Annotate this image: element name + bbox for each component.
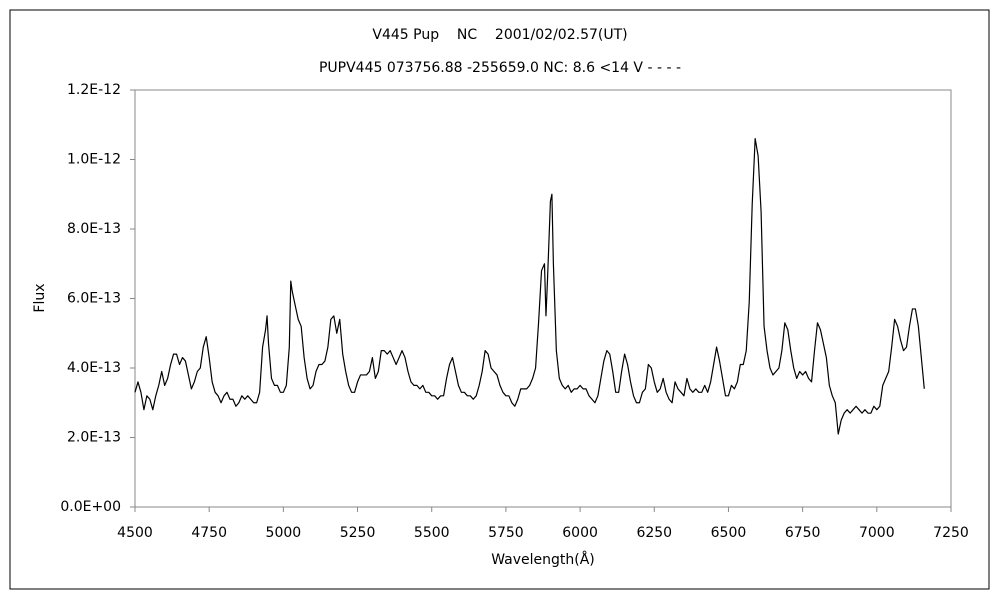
y-tick-label: 4.0E-13 [67,360,121,376]
y-axis-label: Flux [32,283,48,312]
chart-title: V445 Pup NC 2001/02/02.57(UT) [372,27,627,43]
y-tick-label: 6.0E-13 [67,291,121,307]
chart-subtitle: PUPV445 073756.88 -255659.0 NC: 8.6 <14 … [319,60,681,76]
x-tick-label: 6000 [562,525,598,541]
x-axis-label: Wavelength(Å) [491,551,595,568]
y-tick-label: 1.0E-12 [67,152,121,168]
x-tick-label: 6500 [711,525,747,541]
x-tick-label: 7000 [859,525,895,541]
x-tick-label: 5500 [414,525,450,541]
x-tick-label: 7250 [933,525,969,541]
x-tick-label: 6250 [636,525,672,541]
x-tick-label: 4750 [191,525,227,541]
y-tick-label: 0.0E+00 [60,499,121,515]
y-tick-label: 2.0E-13 [67,430,121,446]
x-tick-label: 6750 [785,525,821,541]
y-tick-label: 8.0E-13 [67,221,121,237]
plot-area [134,89,952,508]
x-tick-label: 5250 [340,525,376,541]
x-tick-label: 5000 [266,525,302,541]
x-tick-label: 5750 [488,525,524,541]
y-tick-label: 1.2E-12 [67,82,121,98]
spectrum-line [134,138,925,435]
x-tick-label: 4500 [117,525,153,541]
